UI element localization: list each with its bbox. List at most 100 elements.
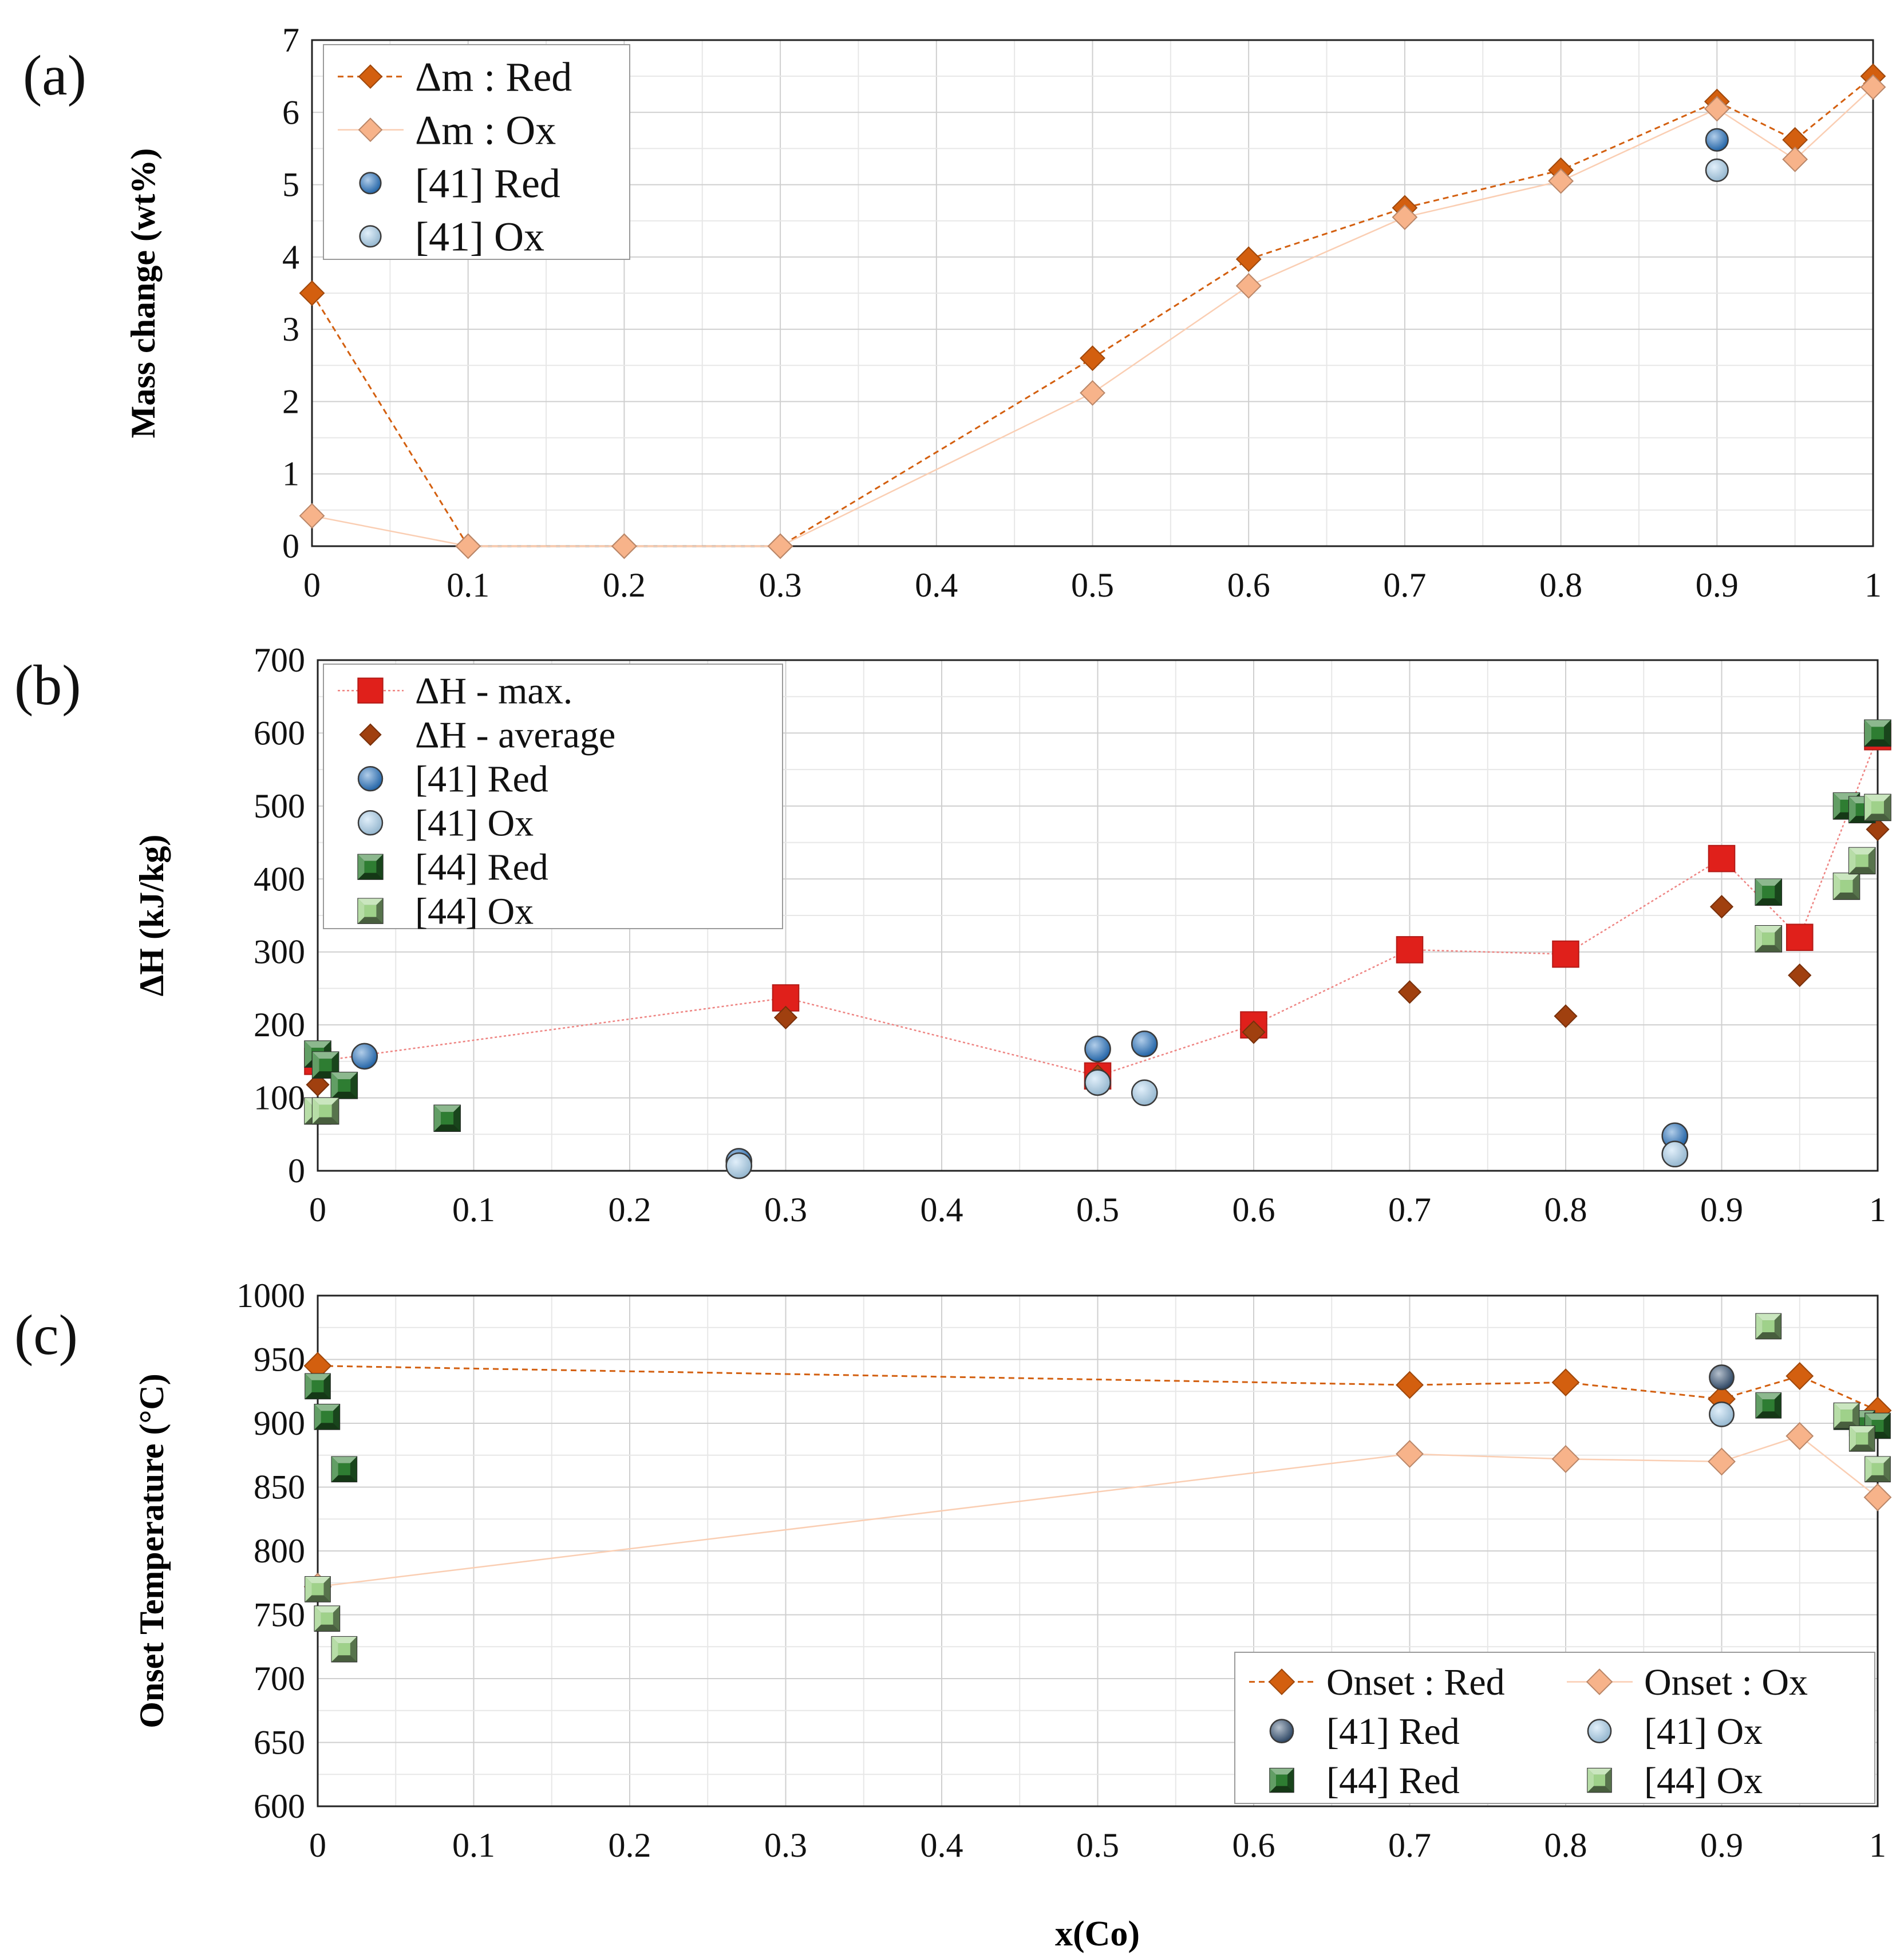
- data-point: [1860, 74, 1886, 100]
- legend-label: Δm : Red: [415, 54, 572, 100]
- legend-item: [41] Red: [359, 160, 560, 206]
- x-tick-label: 0.6: [1233, 1826, 1275, 1864]
- y-axis-title-c: Onset Temperature (°C): [133, 1373, 171, 1728]
- data-point: [1084, 1035, 1111, 1063]
- x-tick-label: 0.6: [1233, 1191, 1275, 1229]
- data-point: [1704, 96, 1730, 122]
- legend-item: [41] Ox: [1587, 1711, 1763, 1752]
- y-axis-title-a: Mass change (wt%): [124, 148, 162, 439]
- data-point: [1661, 1140, 1689, 1168]
- legend-item: [41] Red: [357, 759, 548, 800]
- data-point: [305, 1373, 331, 1400]
- x-tick-label: 0: [309, 1826, 326, 1864]
- y-tick-label: 7: [282, 21, 299, 59]
- legend-item: [44] Red: [1269, 1760, 1460, 1802]
- data-point: [1832, 873, 1860, 900]
- y-tick-label: 750: [254, 1596, 305, 1634]
- y-axis-title-b: ΔH (kJ/kg): [133, 835, 171, 997]
- data-point: [1235, 273, 1262, 299]
- x-tick-label: 0: [303, 566, 321, 604]
- series-line: [317, 1365, 1878, 1412]
- data-point: [1786, 923, 1814, 952]
- data-point: [1242, 1020, 1266, 1044]
- x-tick-label: 0.1: [447, 566, 489, 604]
- data-point: [611, 533, 637, 559]
- x-tick-label: 0.8: [1539, 566, 1582, 604]
- plot-frame-b: [317, 659, 1879, 1172]
- data-point: [1551, 1368, 1580, 1397]
- x-tick-label: 0.4: [921, 1826, 963, 1864]
- x-tick-label: 0.7: [1383, 566, 1426, 604]
- x-tick-label: 0.1: [452, 1826, 495, 1864]
- y-tick-label: 700: [254, 641, 305, 679]
- y-tick-label: 0: [282, 527, 299, 565]
- data-point: [1864, 719, 1891, 747]
- data-point: [299, 503, 325, 529]
- legend-label: [44] Red: [415, 847, 548, 889]
- legend-label: [41] Red: [415, 160, 560, 206]
- data-point: [1705, 158, 1729, 182]
- data-point: [311, 1097, 339, 1125]
- legend-item: [44] Ox: [1587, 1760, 1763, 1802]
- data-point: [1786, 1362, 1814, 1390]
- data-point: [306, 1073, 330, 1097]
- data-point: [351, 1043, 378, 1070]
- x-tick-label: 0.2: [603, 566, 646, 604]
- legend-a: Δm : Red Δm : Ox [41] Red [41] Ox: [323, 44, 630, 260]
- data-point: [1866, 818, 1890, 842]
- data-point: [1131, 1079, 1158, 1106]
- y-tick-label: 6: [282, 93, 299, 131]
- x-tick-label: 0.3: [764, 1191, 807, 1229]
- legend-label: Onset : Ox: [1644, 1661, 1808, 1703]
- y-tick-label: 1: [282, 455, 299, 493]
- legend-label: [44] Ox: [415, 891, 534, 933]
- data-point: [1755, 1313, 1782, 1340]
- y-tick-label: 200: [254, 1006, 305, 1044]
- x-tick-label: 0.5: [1076, 1826, 1119, 1864]
- data-point: [1554, 1004, 1578, 1028]
- series-line: [317, 736, 1879, 1077]
- y-tick-label: 400: [254, 860, 305, 898]
- y-tick-label: 0: [288, 1152, 305, 1190]
- legend-label: [41] Ox: [415, 214, 544, 259]
- data-point: [1551, 1445, 1580, 1473]
- legend-label: ΔH - max.: [415, 670, 572, 712]
- data-point: [314, 1605, 341, 1632]
- legend-item: [41] Ox: [357, 803, 534, 844]
- data-point: [1396, 1371, 1424, 1399]
- y-tick-label: 700: [254, 1660, 305, 1698]
- y-tick-label: 600: [254, 1787, 305, 1825]
- legend-item: [41] Red: [1269, 1711, 1460, 1752]
- x-tick-label: 0.4: [921, 1191, 963, 1229]
- legend-item: Onset : Red: [1249, 1661, 1505, 1703]
- y-tick-label: 100: [254, 1079, 305, 1117]
- data-point: [1755, 925, 1783, 953]
- data-point: [1709, 1401, 1735, 1427]
- data-point: [1131, 1030, 1158, 1057]
- data-point: [1396, 936, 1424, 964]
- data-point: [1709, 895, 1734, 919]
- legend-label: [44] Ox: [1644, 1760, 1763, 1802]
- data-point: [1833, 1402, 1860, 1429]
- data-point: [299, 280, 325, 306]
- y-tick-label: 900: [254, 1404, 305, 1442]
- legend-box: [323, 664, 783, 929]
- data-point: [1709, 1364, 1735, 1391]
- panel-b: 0 0.1 0.2 0.3 0.4 0.5 0.6 0.7 0.8 0.9 1 0 100 200 300 4…: [14, 641, 1891, 1229]
- legend-label: [41] Ox: [415, 803, 534, 844]
- x-tick-label: 1: [1865, 566, 1882, 604]
- data-point: [455, 533, 481, 559]
- data-point: [1708, 1447, 1736, 1476]
- legend-label: [41] Red: [415, 759, 548, 800]
- x-tick-label: 0.7: [1388, 1191, 1431, 1229]
- panel-c: 0 0.1 0.2 0.3 0.4 0.5 0.6 0.7 0.8 0.9 1 600 650 700 75…: [14, 1277, 1892, 1864]
- x-tick-label: 0.3: [764, 1826, 807, 1864]
- legend-label: [41] Ox: [1644, 1711, 1763, 1752]
- data-point: [1755, 1392, 1782, 1419]
- panel-label-a: (a): [23, 44, 86, 107]
- x-axis-title: x(Co): [1055, 1914, 1140, 1953]
- data-point: [433, 1104, 461, 1132]
- data-point: [331, 1456, 358, 1483]
- data-point: [330, 1072, 358, 1099]
